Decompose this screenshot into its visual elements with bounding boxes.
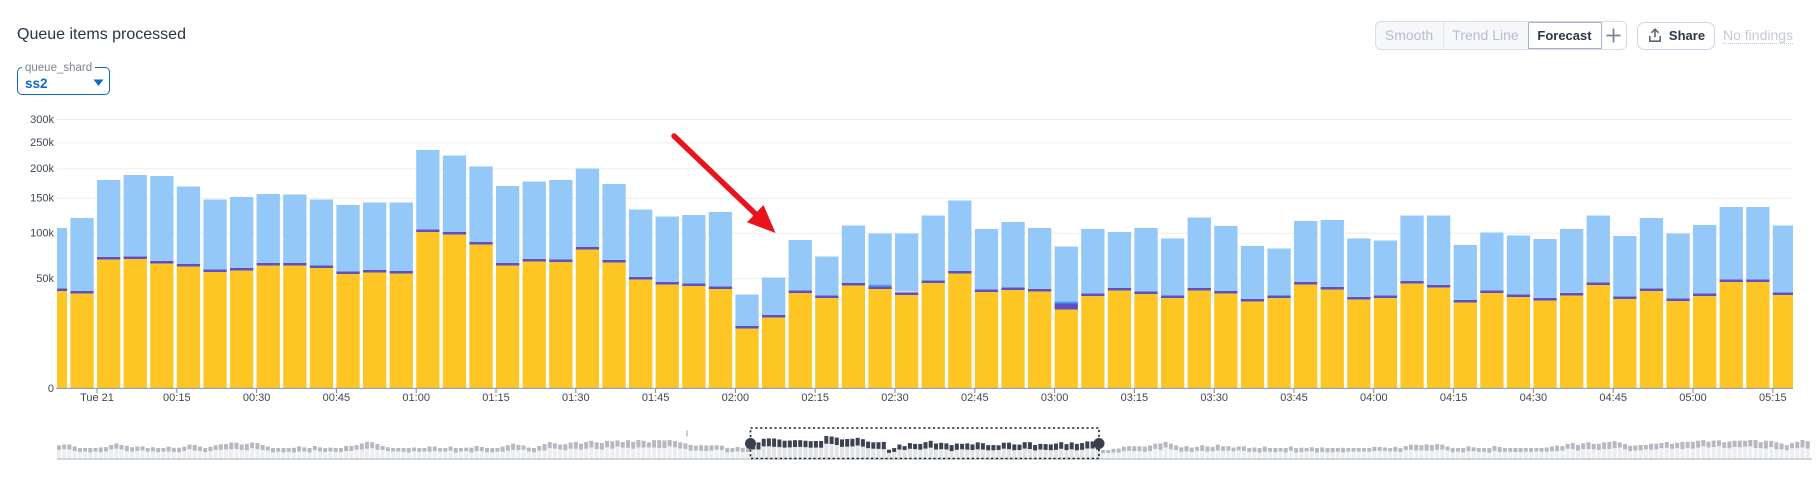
- svg-text:03:00: 03:00: [1041, 392, 1069, 404]
- svg-text:Tue 21: Tue 21: [80, 392, 114, 404]
- svg-text:02:15: 02:15: [801, 392, 829, 404]
- svg-text:200k: 200k: [30, 163, 54, 175]
- svg-text:01:00: 01:00: [402, 392, 430, 404]
- svg-text:02:00: 02:00: [722, 392, 750, 404]
- svg-text:00:30: 00:30: [243, 392, 271, 404]
- svg-text:04:15: 04:15: [1440, 392, 1468, 404]
- svg-text:03:45: 03:45: [1280, 392, 1308, 404]
- svg-text:05:00: 05:00: [1679, 392, 1707, 404]
- svg-text:150k: 150k: [30, 193, 54, 205]
- svg-text:01:45: 01:45: [642, 392, 670, 404]
- svg-text:00:15: 00:15: [163, 392, 191, 404]
- svg-text:05:15: 05:15: [1759, 392, 1787, 404]
- svg-text:04:45: 04:45: [1599, 392, 1627, 404]
- svg-text:04:30: 04:30: [1520, 392, 1548, 404]
- svg-text:04:00: 04:00: [1360, 392, 1388, 404]
- svg-text:50k: 50k: [36, 273, 54, 285]
- svg-text:300k: 300k: [30, 114, 54, 126]
- svg-text:250k: 250k: [30, 137, 54, 149]
- svg-text:01:30: 01:30: [562, 392, 590, 404]
- svg-text:03:15: 03:15: [1121, 392, 1149, 404]
- svg-text:100k: 100k: [30, 228, 54, 240]
- svg-text:02:45: 02:45: [961, 392, 989, 404]
- svg-text:03:30: 03:30: [1200, 392, 1228, 404]
- svg-text:0: 0: [48, 383, 54, 395]
- svg-text:01:15: 01:15: [482, 392, 510, 404]
- svg-text:00:45: 00:45: [323, 392, 351, 404]
- svg-text:02:30: 02:30: [881, 392, 909, 404]
